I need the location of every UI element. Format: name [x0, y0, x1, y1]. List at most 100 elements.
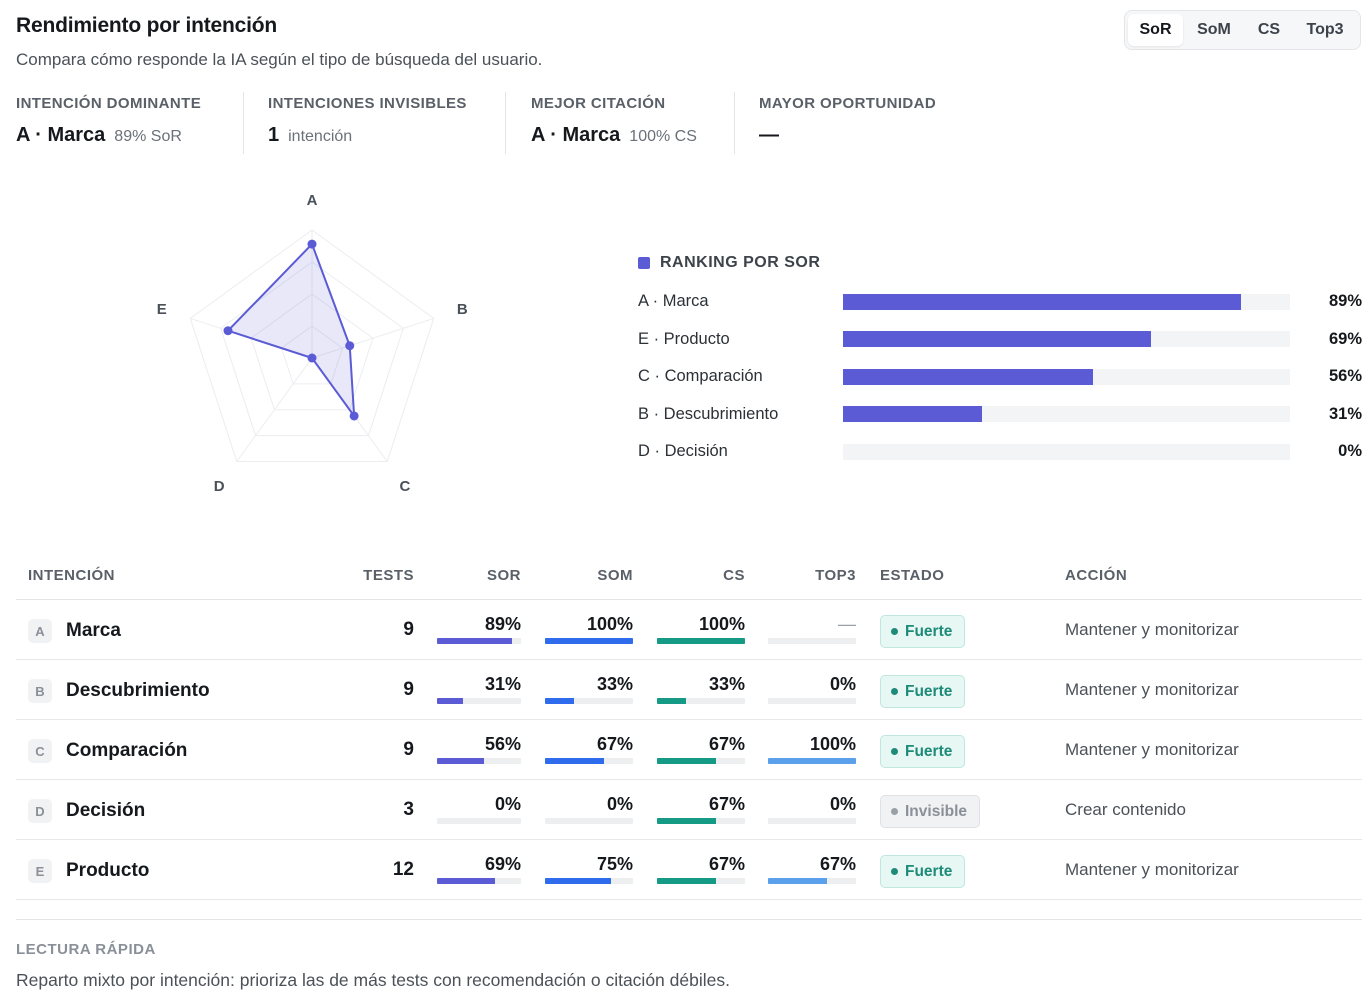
- kpi-value: A · Marca: [531, 124, 621, 146]
- table-row[interactable]: B Descubrimiento 9 31% 33% 33% 0% Fuerte Mantene…: [16, 660, 1362, 720]
- radar-spoke: [311, 317, 434, 359]
- table-row[interactable]: C Comparación 9 56% 67% 67% 100% Fuerte Mantener…: [16, 720, 1362, 780]
- intent-letter-badge: A: [28, 619, 52, 643]
- metric-cs: 67%: [657, 794, 745, 824]
- intent-name: Descubrimiento: [66, 680, 210, 701]
- col-som: SOM: [597, 567, 633, 584]
- quick-read-label: LECTURA RÁPIDA: [16, 941, 156, 958]
- metric-value: 89%: [484, 614, 521, 634]
- col-status: ESTADO: [880, 567, 945, 584]
- ranking-value: 31%: [1328, 404, 1362, 423]
- intent-letter-badge: C: [28, 739, 52, 763]
- status-label: Fuerte: [905, 682, 953, 700]
- radar-axis-label: E: [157, 301, 167, 318]
- metric-value: 0%: [829, 674, 856, 694]
- intent-table: INTENCIÓN TESTS SOR SOM CS TOP3 ESTADO A…: [16, 558, 1362, 900]
- col-top3: TOP3: [815, 567, 856, 584]
- action-text: Mantener y monitorizar: [1065, 740, 1239, 759]
- ranking-bar-track: [843, 368, 1290, 385]
- metric-bar-track: [768, 818, 856, 824]
- metric-value: 67%: [708, 794, 745, 814]
- radar-point: [223, 326, 233, 336]
- metric-cs: 67%: [657, 734, 745, 764]
- page-title: Rendimiento por intención: [16, 14, 277, 37]
- ranking-value: 69%: [1328, 329, 1362, 348]
- ranking-value: 0%: [1338, 442, 1362, 461]
- metric-sor: 0%: [437, 794, 521, 824]
- tab-top3[interactable]: Top3: [1306, 21, 1344, 38]
- intent-name: Marca: [66, 620, 121, 641]
- metric-bar: [657, 878, 716, 884]
- ranking-value: 56%: [1328, 367, 1362, 386]
- radar-grid-ring: [189, 229, 435, 463]
- kpi-value: —: [759, 124, 779, 146]
- metric-value: 0%: [829, 794, 856, 814]
- metric-bar: [657, 638, 745, 644]
- ranking-label: D · Decisión: [638, 442, 728, 461]
- metric-value: 33%: [596, 674, 633, 694]
- radar-axis-label: A: [307, 192, 318, 209]
- kpi-sub: 89% SoR: [114, 128, 182, 145]
- metric-bar-track: [768, 758, 856, 764]
- metric-bar: [657, 818, 716, 824]
- kpi-invisible-intents: INTENCIONES INVISIBLES 1 intención: [243, 92, 505, 154]
- kpi-value: A · Marca: [16, 124, 106, 146]
- table-row[interactable]: A Marca 9 89% 100% 100% — Fuerte Mantener y moni…: [16, 600, 1362, 660]
- metric-top3: 0%: [768, 674, 856, 704]
- metric-som: 100%: [545, 614, 633, 644]
- ranking-header: RANKING POR SOR: [638, 252, 1362, 274]
- metric-bar-track: [545, 818, 633, 824]
- metric-bar-track: [437, 698, 521, 704]
- kpi-dominant-intent: INTENCIÓN DOMINANTE A · Marca 89% SoR: [16, 92, 243, 154]
- status-dot-icon: [891, 868, 898, 875]
- action-text: Mantener y monitorizar: [1065, 620, 1239, 639]
- col-intent: INTENCIÓN: [28, 567, 115, 584]
- metric-value: 75%: [596, 854, 633, 874]
- metric-bar-track: [545, 758, 633, 764]
- metric-bar: [545, 758, 604, 764]
- metric-bar: [657, 758, 716, 764]
- metric-som: 67%: [545, 734, 633, 764]
- metric-value: 100%: [698, 614, 745, 634]
- metric-bar: [657, 698, 687, 704]
- radar-grid-ring: [280, 325, 344, 385]
- metric-top3: 100%: [768, 734, 856, 764]
- kpi-sub: intención: [288, 128, 353, 145]
- metric-som: 33%: [545, 674, 633, 704]
- tests-count: 9: [403, 739, 414, 760]
- intent-letter-badge: B: [28, 679, 52, 703]
- metric-bar: [437, 758, 485, 764]
- status-badge: Invisible: [880, 795, 981, 828]
- status-dot-icon: [891, 808, 898, 815]
- metric-value: 0%: [494, 794, 521, 814]
- col-tests: TESTS: [363, 567, 414, 584]
- tab-cs[interactable]: CS: [1257, 21, 1281, 38]
- intent-letter-badge: D: [28, 799, 52, 823]
- kpi-label: MAYOR OPORTUNIDAD: [759, 95, 937, 112]
- ranking-bar: [843, 331, 1152, 348]
- ranking-bar: [843, 406, 982, 423]
- ranking-value: 89%: [1328, 292, 1362, 311]
- tab-sor[interactable]: SoR: [1128, 14, 1183, 46]
- ranking-row: B · Descubrimiento 31%: [638, 396, 1362, 434]
- metric-bar-track: [768, 698, 856, 704]
- ranking-row: E · Producto 69%: [638, 321, 1362, 359]
- ranking-label: A · Marca: [638, 292, 709, 311]
- action-text: Mantener y monitorizar: [1065, 860, 1239, 879]
- metric-value: 100%: [809, 734, 856, 754]
- metric-cs: 100%: [657, 614, 745, 644]
- status-dot-icon: [891, 748, 898, 755]
- metric-top3: 0%: [768, 794, 856, 824]
- metric-cs: 67%: [657, 854, 745, 884]
- table-row[interactable]: D Decisión 3 0% 0% 67% 0% Invisible Crear conten…: [16, 780, 1362, 840]
- metric-value: 31%: [484, 674, 521, 694]
- metric-bar-track: [545, 698, 633, 704]
- quick-read: LECTURA RÁPIDA Reparto mixto por intenci…: [16, 919, 1362, 991]
- table-row[interactable]: E Producto 12 69% 75% 67% 67% Fuerte Mantener y …: [16, 840, 1362, 900]
- status-dot-icon: [891, 688, 898, 695]
- ranking-bar-track: [843, 293, 1290, 310]
- action-text: Crear contenido: [1065, 800, 1186, 819]
- metric-bar: [437, 638, 512, 644]
- tab-som[interactable]: SoM: [1197, 21, 1231, 38]
- radar-point: [307, 239, 317, 249]
